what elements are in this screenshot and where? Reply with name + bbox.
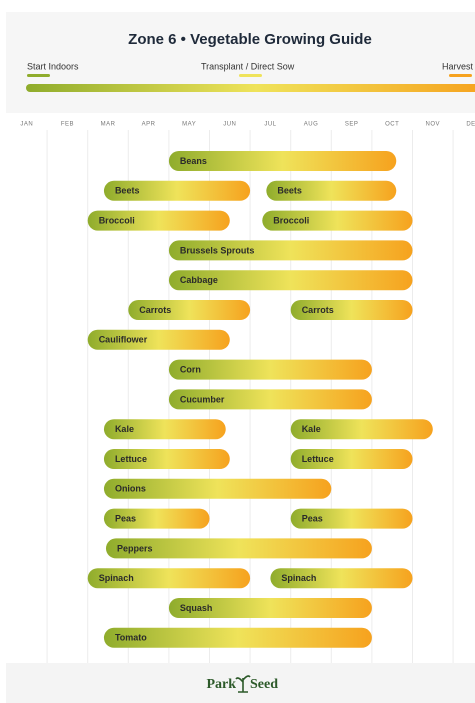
crop-bar — [290, 419, 433, 440]
month-label: MAY — [182, 122, 196, 128]
month-label: JUN — [223, 122, 236, 128]
crop-bar — [87, 329, 230, 350]
crop-label: Beets — [115, 186, 140, 196]
crop-label: Kale — [302, 424, 321, 434]
crop-label: Carrots — [302, 305, 334, 315]
crop-bar — [168, 240, 413, 261]
crop-label: Corn — [180, 364, 201, 374]
month-label: DEC — [466, 122, 475, 128]
crop-label: Squash — [180, 603, 213, 613]
crop-label: Beets — [277, 186, 302, 196]
month-label: MAR — [101, 122, 116, 128]
month-label: JAN — [20, 122, 33, 128]
crop-label: Peas — [115, 513, 136, 523]
crop-bar — [105, 538, 372, 559]
crop-bar — [87, 568, 251, 589]
crop-bar — [290, 508, 413, 529]
crop-label: Broccoli — [273, 215, 309, 225]
crop-bar — [168, 151, 397, 171]
crop-label: Beans — [180, 156, 207, 166]
brand-left: Park — [206, 677, 236, 692]
crop-bar — [168, 389, 372, 410]
crop-label: Spinach — [99, 573, 134, 583]
crop-bar — [103, 419, 226, 440]
month-label: FEB — [61, 122, 74, 128]
crop-bar — [128, 300, 251, 320]
crop-label: Cabbage — [180, 275, 218, 285]
month-label: NOV — [426, 122, 441, 128]
crop-label: Carrots — [139, 305, 171, 315]
chart-title: Zone 6 • Vegetable Growing Guide — [128, 31, 372, 48]
footer-panel — [6, 663, 475, 703]
crop-label: Spinach — [281, 573, 316, 583]
crop-bar — [262, 210, 413, 231]
crop-bar — [168, 598, 372, 618]
crop-bar — [290, 449, 413, 469]
month-label: AUG — [304, 122, 319, 128]
legend-swatch — [27, 74, 50, 77]
crop-label: Onions — [115, 484, 146, 494]
crop-label: Peppers — [117, 543, 153, 553]
legend-swatch — [239, 74, 262, 77]
crop-label: Cucumber — [180, 394, 225, 404]
month-label: APR — [142, 122, 156, 128]
crop-bar — [266, 180, 397, 201]
crop-bar — [103, 508, 210, 529]
crop-label: Lettuce — [115, 454, 147, 464]
legend-label: Transplant / Direct Sow — [201, 61, 295, 71]
brand-right: Seed — [250, 677, 278, 692]
crop-label: Kale — [115, 424, 134, 434]
crop-bar — [103, 180, 251, 201]
brand-logo: Park Seed — [206, 675, 278, 693]
legend-swatch — [449, 74, 472, 77]
month-label: SEP — [345, 122, 359, 128]
crop-bar — [270, 568, 413, 589]
header-panel — [6, 12, 475, 113]
crop-bar — [168, 270, 413, 291]
month-label: JUL — [264, 122, 276, 128]
legend-gradient-bar — [26, 84, 475, 92]
crop-bar — [103, 478, 332, 499]
legend-label: Harvest — [442, 61, 474, 71]
crop-bar — [168, 359, 372, 380]
crop-bar — [87, 210, 230, 231]
crop-label: Brussels Sprouts — [180, 245, 255, 255]
crop-label: Lettuce — [302, 454, 334, 464]
crop-label: Tomato — [115, 633, 147, 643]
crop-bar — [290, 300, 413, 320]
crop-label: Peas — [302, 513, 323, 523]
crop-label: Broccoli — [99, 215, 135, 225]
crop-bar — [103, 449, 230, 469]
legend-label: Start Indoors — [27, 61, 79, 71]
crop-label: Cauliflower — [99, 335, 148, 345]
month-label: OCT — [385, 122, 399, 128]
crop-bar — [103, 627, 372, 648]
sprout-icon — [235, 675, 251, 693]
